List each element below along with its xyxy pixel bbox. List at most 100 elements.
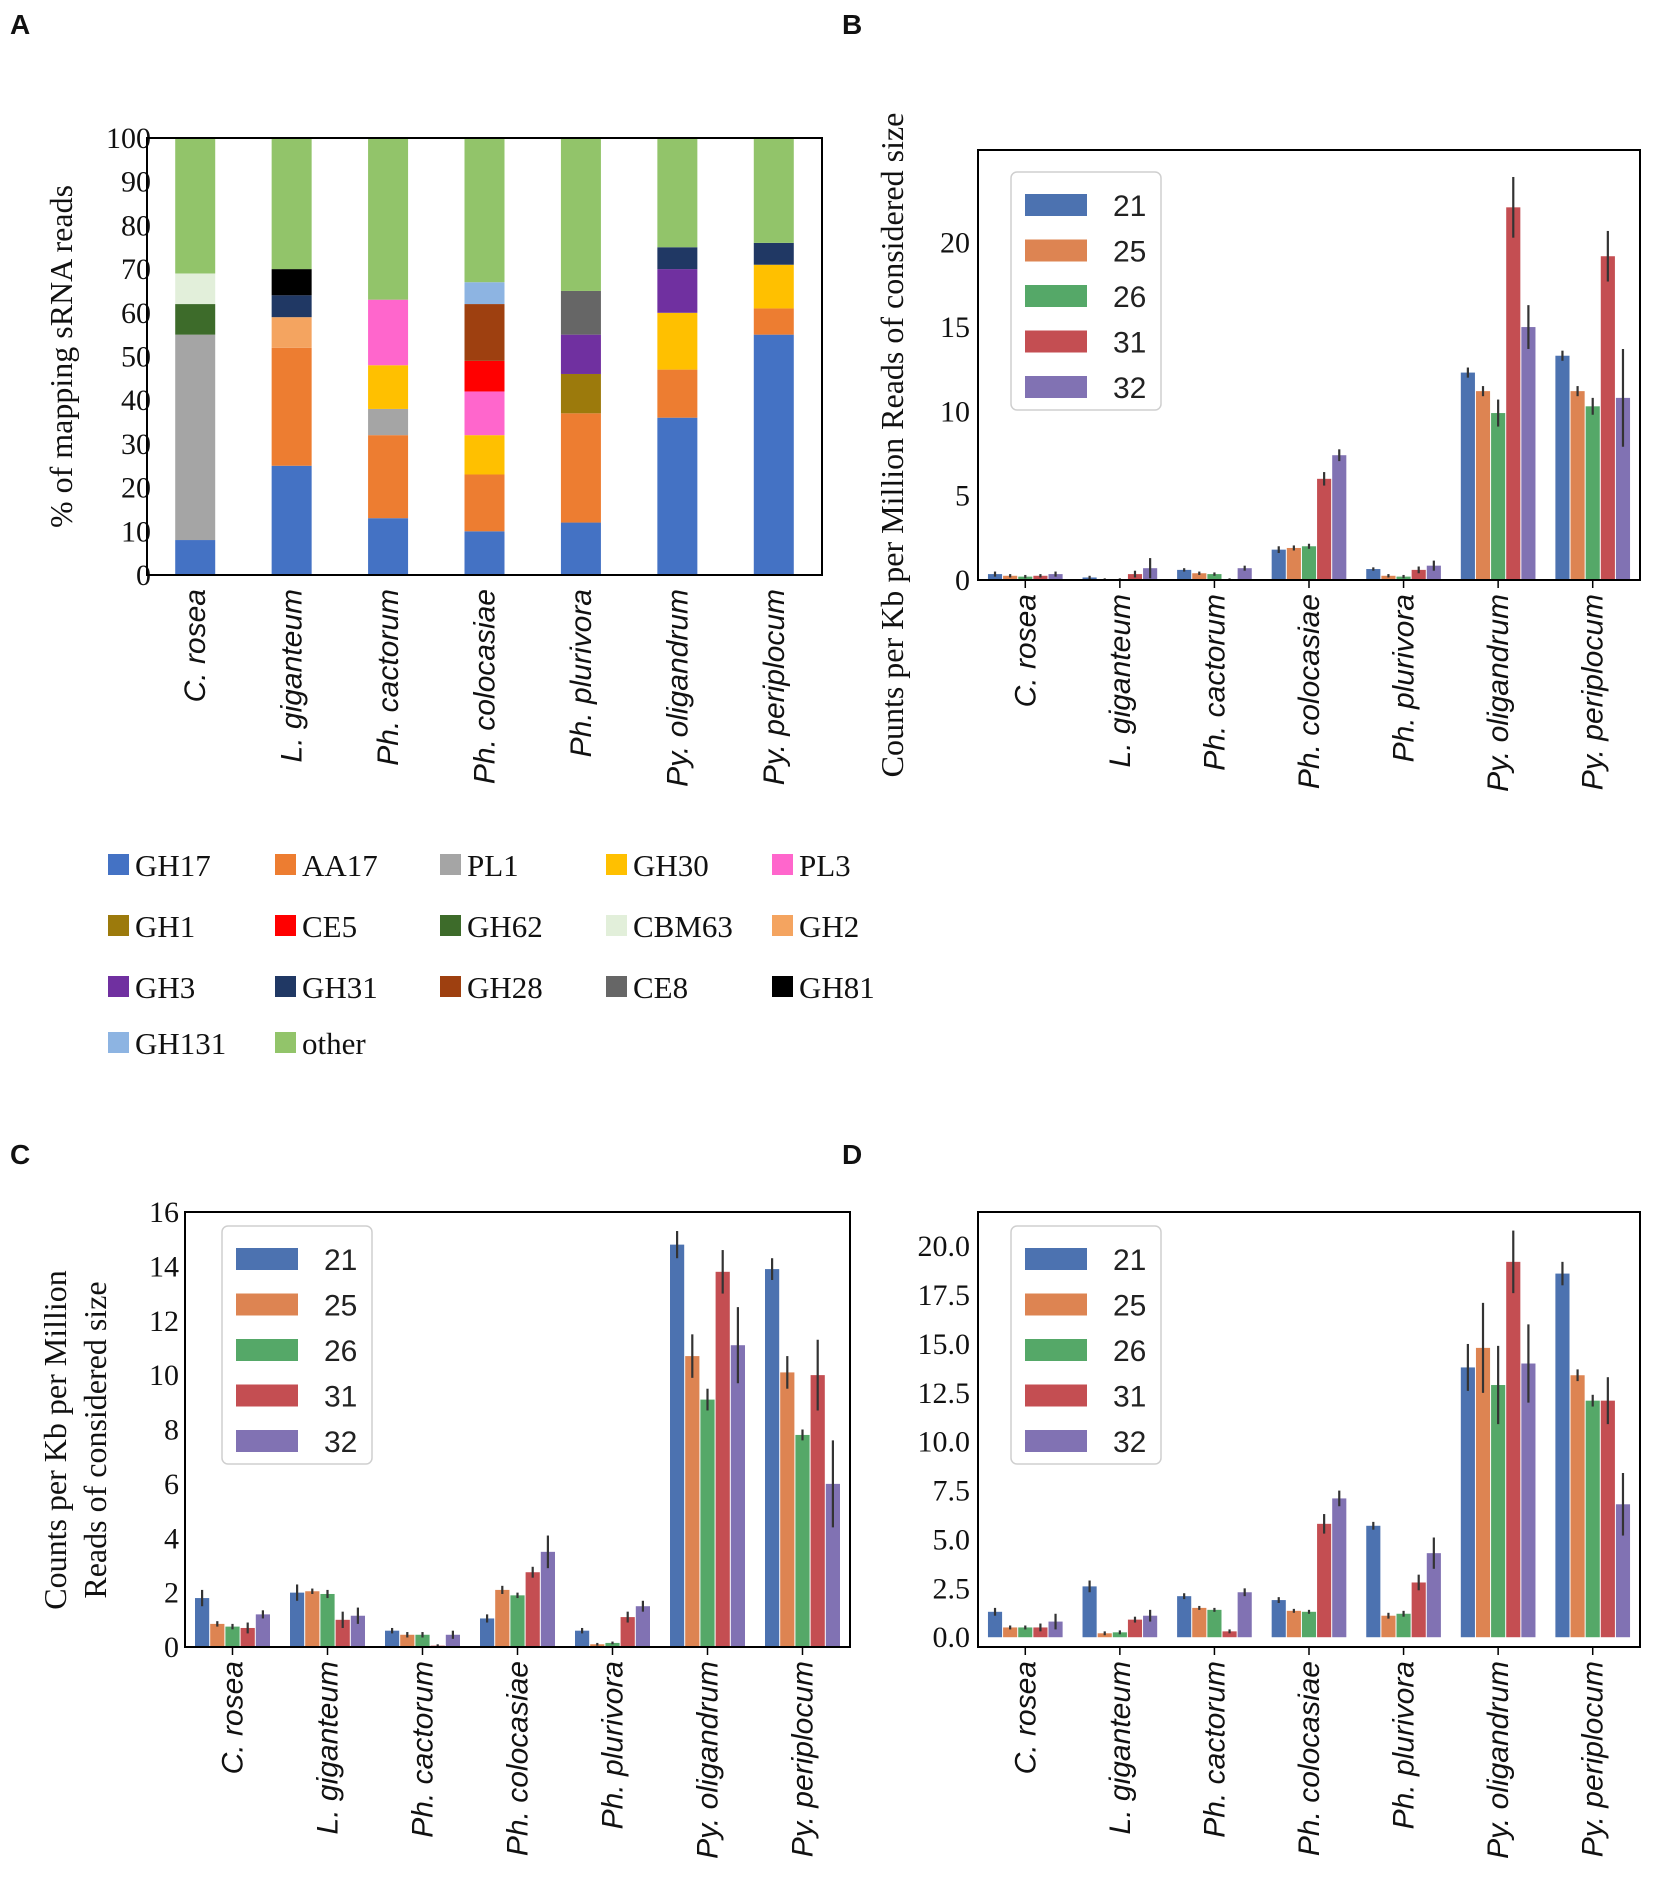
- bar-26: [700, 1399, 715, 1647]
- x-tick-label: Ph. plurivora: [1388, 1661, 1421, 1829]
- legend-swatch-25: [236, 1293, 298, 1316]
- bar-segment-gh17: [175, 540, 216, 575]
- legend-swatch-21: [1025, 194, 1087, 216]
- bar-32: [540, 1551, 555, 1647]
- bar-25: [1570, 1375, 1585, 1638]
- bar-26: [510, 1595, 525, 1647]
- bar-31: [335, 1619, 350, 1647]
- legend-label-32: 32: [1113, 372, 1146, 405]
- x-tick-label: C. rosea: [217, 1661, 250, 1774]
- bar-25: [1192, 1607, 1207, 1638]
- legend-label-pl1: PL1: [467, 848, 519, 883]
- legend-label-21: 21: [324, 1244, 357, 1277]
- bar-21: [1271, 1600, 1286, 1638]
- y-tick-label: 15: [940, 311, 970, 344]
- x-tick-label: Ph. plurivora: [565, 589, 598, 757]
- bar-25: [1003, 1627, 1018, 1638]
- bar-21: [1555, 1273, 1570, 1638]
- legend-label-25: 25: [1113, 1290, 1146, 1323]
- bar-31: [1317, 1523, 1332, 1638]
- bar-segment-gh17: [368, 518, 409, 575]
- legend-label-25: 25: [324, 1290, 357, 1323]
- bar-31: [525, 1572, 540, 1647]
- bar-25: [495, 1589, 510, 1647]
- legend-label-31: 31: [1113, 1381, 1146, 1414]
- bar-segment-pl1: [368, 408, 409, 436]
- bar-segment-gh17: [464, 531, 505, 575]
- y-tick-label: 16: [149, 1196, 179, 1229]
- bar-26: [1301, 1611, 1317, 1638]
- x-tick-label: Ph. colocasiae: [1293, 594, 1326, 789]
- x-tick-label: C. rosea: [1009, 1661, 1042, 1774]
- legend-label-26: 26: [1113, 281, 1146, 314]
- legend-swatch-cbm63: [606, 915, 627, 936]
- bar-32: [825, 1483, 840, 1647]
- plot-frame: [977, 1211, 1641, 1648]
- plot-frame: [184, 1211, 851, 1648]
- bar-26: [225, 1626, 240, 1647]
- bar-31: [1411, 1582, 1426, 1638]
- legend-label-gh28: GH28: [467, 970, 543, 1005]
- bar-31: [1411, 569, 1426, 580]
- legend-label-aa17: AA17: [302, 848, 378, 883]
- bar-segment-aa17: [464, 474, 505, 532]
- legend-label-gh30: GH30: [633, 848, 709, 883]
- bar-25: [780, 1372, 795, 1647]
- bar-26: [605, 1642, 620, 1647]
- legend-label-26: 26: [1113, 1335, 1146, 1368]
- bar-26: [1018, 1627, 1033, 1638]
- bar-21: [1177, 569, 1192, 580]
- plot-frame: [977, 149, 1641, 581]
- y-tick-label: 20.0: [918, 1230, 971, 1263]
- legend-swatch-21: [236, 1248, 298, 1270]
- x-tick-label: L. giganteum: [276, 589, 309, 762]
- y-tick-label: 10.0: [918, 1426, 971, 1459]
- bar-segment-gh81: [271, 269, 312, 296]
- legend-label-gh62: GH62: [467, 909, 543, 944]
- bar-segment-aa17: [657, 369, 698, 418]
- bar-32: [1521, 327, 1536, 580]
- bar-31: [1506, 207, 1521, 581]
- y-tick-label: 4: [164, 1522, 179, 1555]
- x-tick-label: Ph. cactorum: [372, 589, 405, 766]
- bar-21: [765, 1269, 780, 1647]
- bar-21: [480, 1618, 495, 1647]
- bar-segment-gh17: [560, 522, 601, 575]
- bar-32: [1426, 565, 1441, 580]
- bar-25: [210, 1623, 225, 1647]
- bar-segment-gh30: [753, 264, 794, 309]
- bar-21: [1177, 1596, 1192, 1638]
- panel-c-bar-chart: 0 2 4 6 8 10 12 14 16 C. rosea L. giganteum Ph. cac…: [37, 1196, 851, 1859]
- bar-32: [730, 1345, 745, 1647]
- bar-31: [810, 1375, 825, 1647]
- y-axis-label-line: Reads of considered size: [77, 1281, 113, 1598]
- bar-segment-gh31: [753, 242, 794, 265]
- bar-31: [1506, 1261, 1521, 1638]
- legend-swatch-32: [1025, 376, 1087, 398]
- bar-32: [635, 1606, 650, 1647]
- bar-32: [445, 1634, 460, 1647]
- bar-25: [1286, 1610, 1301, 1638]
- bar-25: [1003, 575, 1018, 580]
- x-tick-label: Ph. colocasiae: [1293, 1661, 1326, 1856]
- y-tick-label: 10: [149, 1359, 179, 1392]
- bar-segment-pl3: [368, 299, 409, 366]
- x-tick-label: Ph. cactorum: [1198, 594, 1231, 771]
- bar-26: [1585, 406, 1600, 580]
- bar-segment-ce5: [464, 360, 505, 392]
- bar-segment-gh17: [753, 334, 794, 575]
- bar-segment-gh31: [271, 295, 312, 318]
- x-tick-label: Ph. colocasiae: [502, 1661, 535, 1856]
- y-tick-label: 5.0: [933, 1523, 971, 1556]
- bar-25: [1192, 573, 1207, 580]
- bar-25: [1570, 391, 1585, 580]
- legend-swatch-aa17: [275, 854, 296, 875]
- x-tick-label: Py. periplocum: [1577, 594, 1610, 790]
- bar-segment-cbm63: [175, 273, 216, 305]
- x-tick-label: L. giganteum: [1104, 594, 1137, 767]
- bar-31: [1033, 1627, 1048, 1638]
- bar-segment-gh31: [657, 247, 698, 270]
- bar-31: [1600, 1400, 1615, 1638]
- bar-26: [1585, 1400, 1600, 1638]
- bar-26: [795, 1434, 810, 1647]
